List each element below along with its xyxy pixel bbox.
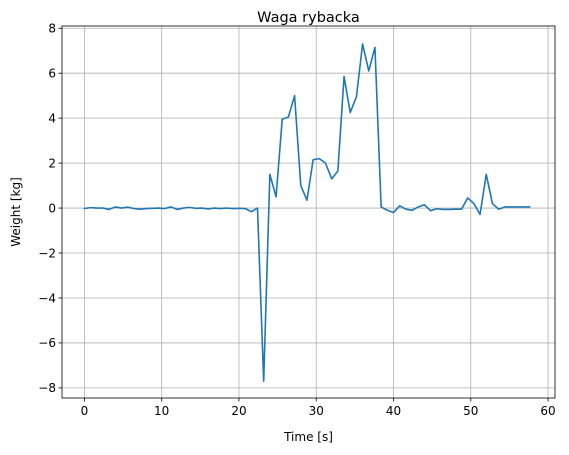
y-axis: −8 −6 −4 −2 0 2 4 6 8 bbox=[38, 22, 62, 395]
y-tick-label: 4 bbox=[48, 111, 56, 125]
y-tick-label: −8 bbox=[38, 381, 56, 395]
x-tick-label: 30 bbox=[309, 404, 324, 418]
grid bbox=[62, 26, 555, 398]
chart-title: Waga rybacka bbox=[257, 10, 360, 26]
x-tick-label: 0 bbox=[81, 404, 89, 418]
y-tick-label: −4 bbox=[38, 291, 56, 305]
x-tick-label: 10 bbox=[154, 404, 169, 418]
x-axis-label: Time [s] bbox=[283, 430, 333, 444]
x-tick-label: 50 bbox=[463, 404, 478, 418]
plot-area bbox=[62, 26, 555, 398]
y-tick-label: 2 bbox=[48, 156, 56, 170]
x-tick-label: 60 bbox=[540, 404, 555, 418]
y-tick-label: −6 bbox=[38, 336, 56, 350]
x-tick-label: 40 bbox=[386, 404, 401, 418]
series-layer bbox=[83, 43, 531, 382]
weight-series-line bbox=[83, 43, 531, 382]
x-axis: 0 10 20 30 40 50 60 bbox=[81, 398, 556, 418]
y-tick-label: 0 bbox=[48, 201, 56, 215]
y-tick-label: −2 bbox=[38, 246, 56, 260]
plot-frame bbox=[61, 25, 556, 399]
y-tick-label: 6 bbox=[48, 67, 56, 81]
y-axis-label: Weight [kg] bbox=[9, 177, 23, 247]
x-tick-label: 20 bbox=[231, 404, 246, 418]
y-tick-label: 8 bbox=[48, 22, 56, 36]
